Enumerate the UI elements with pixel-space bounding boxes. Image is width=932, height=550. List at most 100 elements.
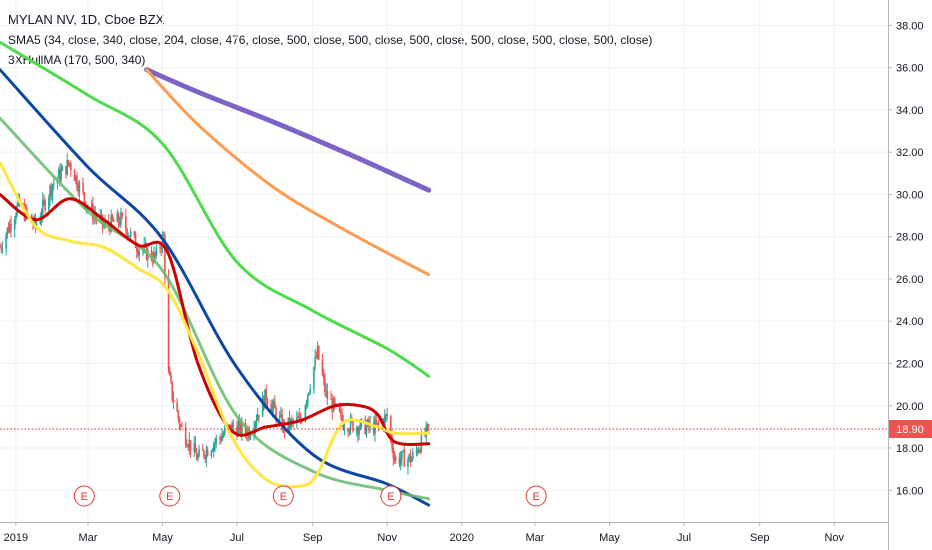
candle-body xyxy=(125,216,127,230)
candle-body xyxy=(128,235,131,237)
last-price-tag-label: 18.90 xyxy=(896,424,924,436)
earnings-marker-label: E xyxy=(280,491,287,503)
candle-body xyxy=(265,389,268,400)
candle-body xyxy=(410,458,413,463)
candle-body xyxy=(307,394,309,403)
candle-body xyxy=(314,356,316,368)
candle-body xyxy=(305,402,308,406)
earnings-marker-label: E xyxy=(533,491,540,503)
candle-body xyxy=(358,429,360,435)
candle-body xyxy=(359,420,362,430)
candle-body xyxy=(76,175,78,188)
candle-body xyxy=(402,450,404,452)
candle-body xyxy=(13,219,16,230)
candle-body xyxy=(418,450,420,453)
candle-body xyxy=(161,235,164,250)
candle-body xyxy=(330,398,332,400)
candle-body xyxy=(223,428,226,435)
candle-body xyxy=(23,206,26,220)
candle-body xyxy=(291,419,293,421)
candle-body xyxy=(189,439,192,451)
candle-body xyxy=(393,458,396,461)
x-tick-label: Mar xyxy=(526,532,545,544)
candle-body xyxy=(154,252,156,257)
candle-body xyxy=(343,429,346,431)
candle-body xyxy=(136,248,138,252)
candle-body xyxy=(210,451,213,456)
symbol-title[interactable]: MYLAN NV, 1D, Cboe BZX xyxy=(8,12,165,27)
y-tick-label: 34.00 xyxy=(896,105,924,117)
candle-body xyxy=(237,425,239,437)
candle-body xyxy=(261,396,264,417)
candle-body xyxy=(355,427,358,432)
candle-body xyxy=(349,417,352,431)
candle-body xyxy=(49,185,51,198)
candle-body xyxy=(48,197,50,211)
candle-body xyxy=(275,408,277,420)
candle-body xyxy=(255,420,258,423)
candle-body xyxy=(65,166,67,175)
candle-body xyxy=(419,450,421,452)
candle-body xyxy=(214,442,216,445)
candle-body xyxy=(415,449,418,452)
sma-indicator-label[interactable]: SMA5 (34, close, 340, close, 204, close,… xyxy=(8,33,653,47)
candle-body xyxy=(197,456,199,460)
candle-body xyxy=(376,422,379,424)
candle-body xyxy=(168,369,171,375)
candle-body xyxy=(203,450,205,457)
candle-body xyxy=(271,405,274,412)
y-tick-label: 26.00 xyxy=(896,274,924,286)
candle-body xyxy=(392,448,395,459)
x-tick-label: Jul xyxy=(677,532,691,544)
candle-body xyxy=(339,411,342,413)
candle-body xyxy=(164,234,166,278)
candle-body xyxy=(304,405,307,422)
candle-body xyxy=(43,200,45,202)
candle-body xyxy=(377,422,380,425)
candle-body xyxy=(194,443,197,453)
x-tick-label: 2020 xyxy=(449,532,473,544)
candle-body xyxy=(61,166,64,171)
candle-body xyxy=(8,223,11,233)
candle-body xyxy=(222,434,225,437)
candle-body xyxy=(181,425,183,427)
candle-body xyxy=(258,414,260,417)
candle-body xyxy=(385,414,387,416)
candle-body xyxy=(186,444,188,447)
earnings-marker-icon xyxy=(380,485,402,507)
y-tick-label: 20.00 xyxy=(896,401,924,413)
x-tick-label: May xyxy=(599,532,620,544)
x-tick-label: May xyxy=(152,532,173,544)
candle-body xyxy=(347,429,349,433)
candle-body xyxy=(10,223,12,230)
candle-body xyxy=(117,213,120,223)
candle-body xyxy=(83,192,86,202)
candle-body xyxy=(241,422,243,434)
candle-body xyxy=(127,235,130,237)
candle-body xyxy=(138,250,141,256)
x-tick-label: Nov xyxy=(377,532,397,544)
candle-body xyxy=(398,456,401,465)
candle-body xyxy=(232,423,235,428)
candle-body xyxy=(407,459,409,467)
candle-body xyxy=(238,420,241,426)
candle-body xyxy=(201,449,204,451)
candle-body xyxy=(239,420,242,434)
candle-body xyxy=(172,399,175,403)
hull-indicator-label[interactable]: 3XHullMA (170, 500, 340) xyxy=(8,53,146,67)
candle-body xyxy=(272,401,275,406)
candle-body xyxy=(57,169,60,179)
candle-body xyxy=(170,374,172,382)
candle-body xyxy=(187,446,189,448)
candle-body xyxy=(281,414,283,431)
candle-body xyxy=(160,248,163,250)
candle-body xyxy=(0,247,3,249)
candle-body xyxy=(133,231,136,235)
indicator-line-4 xyxy=(0,68,431,507)
candle-body xyxy=(297,417,299,419)
indicator-line-2 xyxy=(145,68,431,277)
earnings-marker-icon xyxy=(525,485,547,507)
candle-body xyxy=(426,424,429,426)
indicator-line-1 xyxy=(144,67,432,193)
